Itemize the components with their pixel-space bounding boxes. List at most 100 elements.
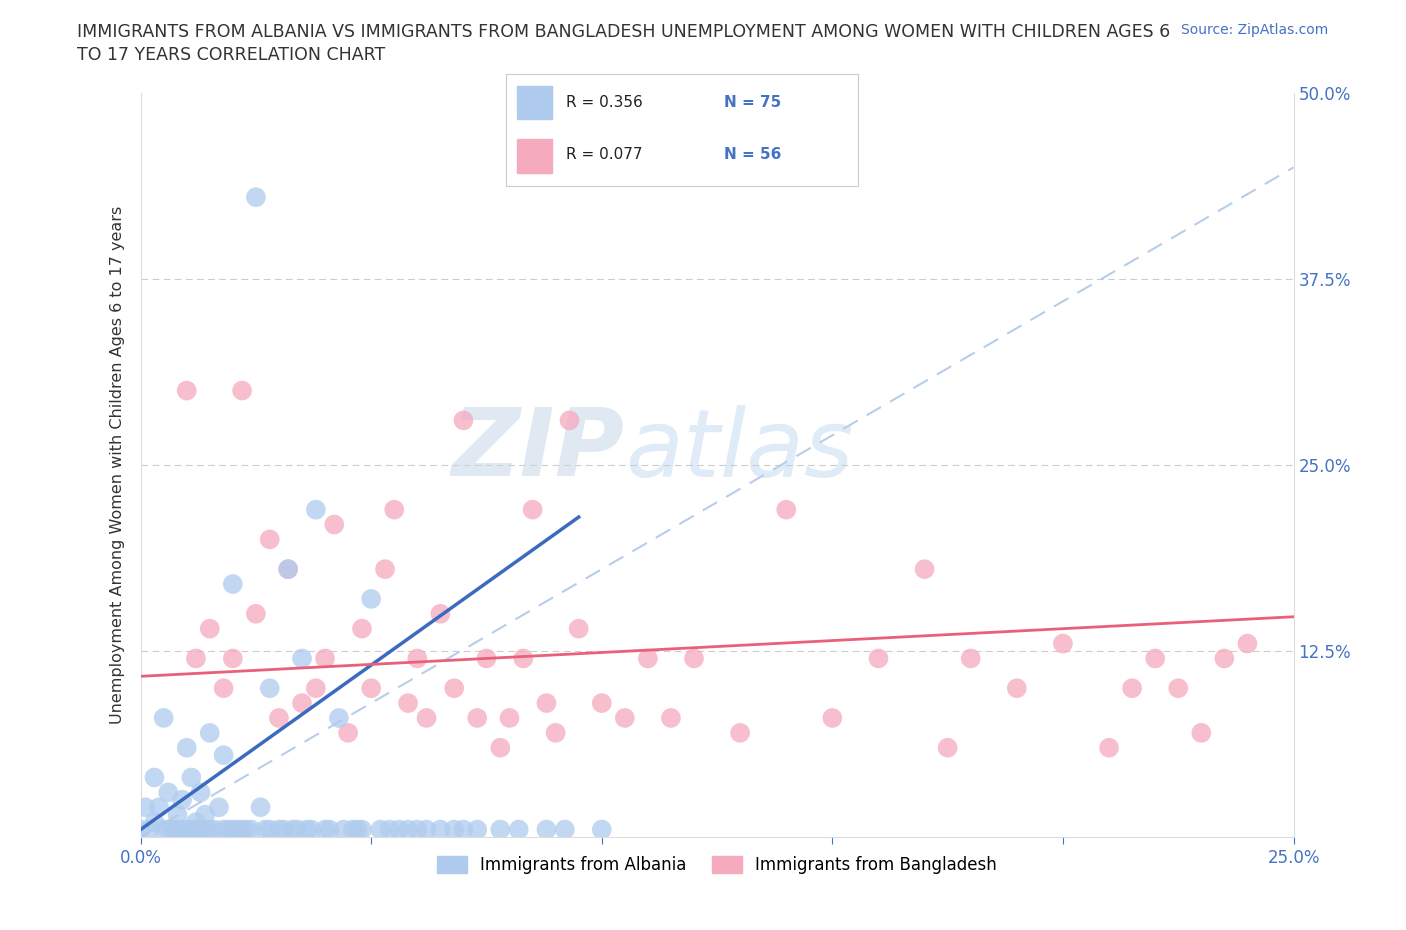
Point (222, 577, 245, 591)
Point (194, 807, 217, 822)
Point (346, 822, 368, 837)
Point (1189, 725, 1212, 740)
Point (240, 822, 263, 837)
Point (148, 800, 170, 815)
Point (184, 822, 207, 837)
Point (176, 740, 198, 755)
Point (378, 822, 401, 837)
Point (406, 822, 429, 837)
Point (190, 785, 212, 800)
Point (728, 725, 751, 740)
Point (259, 681, 281, 696)
Point (429, 822, 451, 837)
Text: atlas: atlas (624, 405, 853, 496)
Point (139, 822, 162, 837)
Point (821, 711, 844, 725)
Point (775, 502, 797, 517)
Point (1167, 681, 1189, 696)
Point (554, 822, 576, 837)
Text: TO 17 YEARS CORRELATION CHART: TO 17 YEARS CORRELATION CHART (77, 46, 385, 64)
Point (498, 711, 520, 725)
Point (180, 822, 202, 837)
Point (415, 822, 437, 837)
Bar (517, 140, 551, 173)
Point (1236, 636, 1258, 651)
Point (190, 822, 212, 837)
Point (202, 822, 225, 837)
Point (305, 502, 328, 517)
Point (198, 621, 221, 636)
Point (291, 651, 314, 666)
Point (558, 413, 581, 428)
Point (291, 696, 314, 711)
Point (382, 502, 405, 517)
Point (406, 651, 429, 666)
Point (208, 800, 231, 815)
Point (429, 606, 451, 621)
Point (143, 815, 166, 830)
Point (388, 822, 411, 837)
Point (591, 696, 613, 711)
Point (217, 822, 239, 837)
Point (508, 822, 530, 837)
Point (281, 822, 304, 837)
Bar (517, 86, 551, 119)
Point (396, 822, 419, 837)
Point (350, 822, 373, 837)
Point (198, 822, 221, 837)
Point (152, 711, 174, 725)
Point (226, 822, 249, 837)
Point (522, 502, 544, 517)
Point (222, 822, 245, 837)
Point (1052, 636, 1074, 651)
Point (332, 822, 354, 837)
Point (157, 785, 180, 800)
Point (231, 383, 253, 398)
Point (453, 822, 475, 837)
Point (194, 822, 217, 837)
Point (245, 606, 267, 621)
Point (314, 822, 336, 837)
Point (374, 562, 396, 577)
Point (157, 822, 180, 837)
Text: ZIP: ZIP (451, 405, 624, 496)
Point (337, 725, 360, 740)
Point (683, 651, 706, 666)
Point (318, 822, 340, 837)
Point (512, 651, 534, 666)
Point (176, 383, 198, 398)
Point (198, 725, 221, 740)
Point (323, 517, 346, 532)
Point (180, 770, 202, 785)
Point (277, 562, 299, 577)
Point (370, 822, 392, 837)
Text: Source: ZipAtlas.com: Source: ZipAtlas.com (1181, 23, 1329, 37)
Point (273, 822, 295, 837)
Point (591, 822, 613, 837)
Point (166, 807, 188, 822)
Point (1005, 681, 1028, 696)
Point (267, 822, 290, 837)
Point (1213, 651, 1236, 666)
Point (443, 822, 465, 837)
Point (184, 651, 207, 666)
Text: N = 56: N = 56 (724, 147, 782, 162)
Point (277, 562, 299, 577)
Point (231, 822, 253, 837)
Point (305, 681, 328, 696)
Point (222, 651, 245, 666)
Point (415, 711, 437, 725)
Point (637, 651, 659, 666)
Y-axis label: Unemployment Among Women with Children Ages 6 to 17 years: Unemployment Among Women with Children A… (110, 206, 125, 724)
Point (328, 711, 350, 725)
Point (489, 822, 512, 837)
Point (350, 621, 373, 636)
Point (360, 591, 382, 606)
Point (162, 822, 184, 837)
Point (249, 800, 271, 815)
Text: R = 0.356: R = 0.356 (565, 95, 643, 110)
Point (1121, 681, 1143, 696)
Point (172, 792, 194, 807)
Point (659, 711, 682, 725)
Point (868, 651, 890, 666)
